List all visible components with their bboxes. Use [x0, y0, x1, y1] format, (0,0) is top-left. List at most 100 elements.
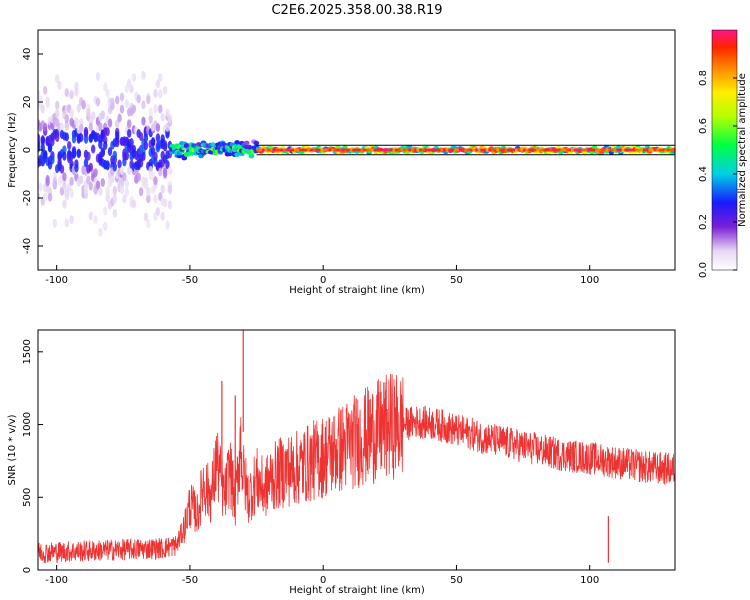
spectrogram-cell: [158, 104, 163, 114]
spectrogram-cell: [40, 104, 45, 114]
spectrogram-cell: [155, 123, 161, 133]
spectrogram-cell: [127, 128, 132, 138]
spectrogram-cell: [103, 221, 108, 231]
spectrogram-ridge-cell: [381, 148, 385, 152]
spectrogram-cell: [129, 138, 134, 147]
spectrogram-cell: [69, 188, 74, 198]
spectrogram-cell: [98, 187, 103, 197]
spectrogram-cell: [155, 133, 161, 143]
spectrogram-ridge-cell: [397, 148, 401, 152]
x-tick-label: 0: [320, 575, 326, 586]
spectrogram-cell: [165, 220, 170, 230]
spectrogram-cell: [74, 87, 79, 97]
spectrogram-ridge-cell: [547, 148, 550, 152]
spectrogram-ridge-cell: [613, 148, 617, 152]
spectrogram-cell: [129, 84, 134, 94]
spectrogram-cell: [100, 178, 106, 187]
spectrogram-cell: [69, 108, 74, 118]
spectrogram-cell: [124, 151, 129, 161]
spectrogram-cell: [79, 133, 84, 143]
spectrogram-ridge-cell: [259, 148, 262, 152]
spectrogram-ridge-cell: [405, 148, 409, 152]
spectrogram-cell: [105, 193, 110, 203]
spectrogram-ridge-cell: [389, 148, 393, 152]
spectrogram-cell: [74, 163, 79, 173]
spectrogram-marks: [38, 70, 675, 237]
spectrogram-ridge-cell: [517, 148, 521, 152]
spectrogram-ridge-cell: [363, 148, 366, 152]
spectrogram-ridge-cell: [267, 148, 270, 152]
spectrogram-ridge-cell: [611, 148, 614, 152]
spectrogram-ridge-cell: [672, 148, 675, 152]
y-tick-label: 1500: [22, 339, 33, 364]
spectrogram-cell: [162, 169, 168, 179]
spectrogram-ridge-cell: [523, 148, 526, 152]
spectrogram-ridge-cell: [291, 148, 294, 152]
spectrogram-ridge-cell: [589, 148, 593, 152]
spectrogram-cell: [167, 200, 173, 210]
spectrogram-cell: [127, 166, 132, 176]
spectrogram-cell: [91, 111, 96, 121]
spectrogram-ridge-cell: [656, 148, 660, 152]
spectrogram-ridge-cell: [344, 148, 348, 152]
colorbar-tick-label: 0.8: [698, 70, 709, 86]
spectrogram-cell: [122, 172, 127, 182]
spectrogram-ridge-cell: [323, 148, 326, 152]
spectrogram-cell: [59, 164, 65, 174]
spectrogram-ridge-cell: [624, 148, 628, 152]
colorbar-tick-label: 0.2: [698, 214, 709, 230]
spectrogram-cell: [143, 212, 149, 222]
spectrogram-ridge-cell: [501, 148, 505, 152]
x-tick-label: 0: [320, 275, 326, 286]
spectrogram-cell: [64, 121, 70, 131]
spectrogram-cell: [131, 104, 137, 114]
spectrogram-ridge-cell: [445, 148, 449, 152]
colorbar: 0.0 0.2 0.4 0.6 0.8 Normalized spectral ampl…: [698, 29, 748, 278]
spectrogram-cell: [76, 148, 82, 158]
spectrogram-cell: [146, 186, 151, 196]
spectrogram-ridge-cell: [427, 148, 430, 152]
spectrogram-cell: [55, 133, 60, 142]
spectrogram-cell: [150, 137, 156, 146]
spectrogram-ridge-cell: [437, 148, 441, 152]
spectrogram-cell: [43, 192, 48, 202]
spectrogram-cell: [127, 119, 132, 129]
spectrogram-cell: [243, 140, 250, 145]
snr-x-axis: -100 -50 0 50 100: [45, 565, 599, 586]
spectrogram-ridge-cell: [605, 148, 609, 152]
spectrogram-ridge-cell: [573, 148, 577, 152]
spectrogram-cell: [176, 153, 183, 159]
spectrogram-cell: [62, 151, 67, 161]
spectrogram-cell: [47, 192, 53, 202]
spectrogram-cell: [153, 88, 158, 98]
spectrogram-ridge-cell: [531, 148, 534, 152]
spectrogram-ridge-cell: [304, 148, 308, 152]
spectrogram-y-label: Frequency (Hz): [7, 112, 18, 188]
spectrogram-ridge-cell: [669, 148, 673, 152]
spectrogram-ridge-cell: [459, 148, 462, 152]
spectrogram-ridge-cell: [301, 148, 305, 152]
spectrogram-cell: [50, 155, 55, 165]
x-tick-label: 100: [580, 575, 599, 586]
spectrogram-cell: [69, 215, 74, 225]
spectrogram-cell: [40, 135, 45, 145]
spectrogram-ridge-cell: [576, 148, 580, 152]
spectrogram-ridge-cell: [528, 148, 532, 152]
spectrogram-cell: [105, 88, 110, 98]
spectrogram-cell: [43, 122, 48, 132]
spectrogram-cell: [88, 122, 94, 132]
spectrogram-ridge-cell: [315, 148, 318, 152]
spectrogram-ridge-cell: [557, 148, 561, 152]
spectrogram-ridge-cell: [643, 148, 646, 152]
spectrogram-cell: [148, 107, 153, 117]
spectrogram-ridge-cell: [349, 148, 353, 152]
spectrogram-ridge-cell: [453, 148, 457, 152]
spectrogram-ridge-cell: [592, 148, 596, 152]
spectrogram-cell: [45, 96, 50, 106]
spectrogram-cell: [110, 97, 115, 107]
spectrogram-cell: [115, 131, 120, 141]
spectrogram-cell: [91, 144, 96, 154]
spectrogram-cell: [160, 112, 165, 122]
spectrogram-ridge-cell: [384, 148, 388, 152]
